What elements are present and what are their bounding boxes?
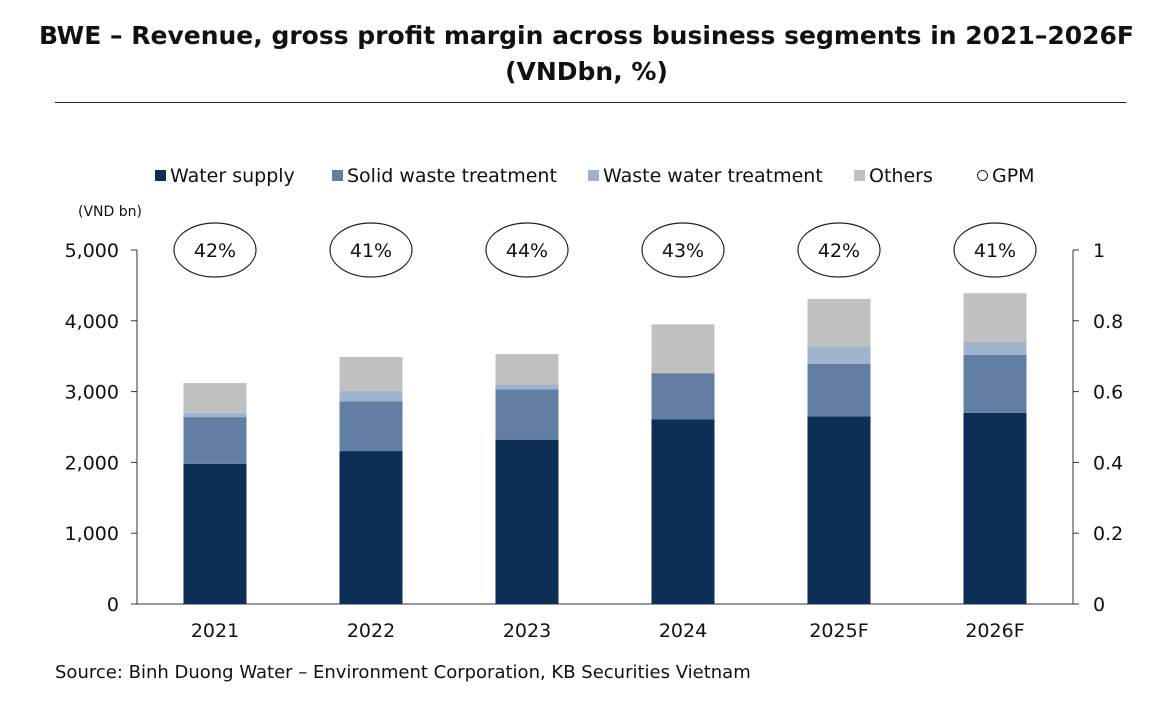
chart-title-line1: BWE – Revenue, gross profit margin acros… [38,21,1135,50]
bar-water-supply [495,439,559,604]
legend-label-others: Others [869,165,933,187]
legend-item-waste-water: Waste water treatment [588,165,823,187]
bar-others [495,354,559,385]
x-tick-label: 2026F [965,620,1024,642]
legend-marker-gpm [977,170,988,181]
gpm-label: 41% [350,240,392,262]
legend-swatch-waste-water [588,170,599,181]
x-tick-label: 2023 [503,620,551,642]
y-tick-label-left: 0 [107,594,119,616]
gpm-marker [329,222,413,278]
bar-waste-water [183,412,247,418]
x-tick-label: 2025F [809,620,868,642]
y-tick-label-right: 0.8 [1093,311,1123,333]
legend-item-others: Others [854,165,933,187]
bar-solid-waste [651,373,715,420]
legend-item-solid-waste: Solid waste treatment [332,165,557,187]
bar-waste-water [339,390,403,402]
bar-waste-water [963,342,1027,355]
bar-others [183,383,247,413]
y-tick-label-right: 0 [1093,594,1105,616]
legend-label-solid-waste: Solid waste treatment [347,165,557,187]
legend-swatch-others [854,170,865,181]
gpm-label: 41% [974,240,1016,262]
x-tick-label: 2021 [191,620,239,642]
legend-item-water-supply: Water supply [155,165,295,187]
bar-water-supply [807,416,871,604]
y-tick-label-right: 0.4 [1093,452,1123,474]
legend-label-gpm: GPM [992,165,1035,187]
legend-swatch-water-supply [155,170,166,181]
y-tick-label-right: 0.6 [1093,382,1123,404]
bar-others [651,324,715,374]
chart-title-line2: (VNDbn, %) [505,57,668,86]
bar-others [963,293,1027,343]
bar-water-supply [963,412,1027,604]
bar-waste-water [807,346,871,364]
y-tick-label-right: 1 [1093,240,1105,262]
bar-others [339,356,403,391]
bar-waste-water [495,384,559,390]
bar-solid-waste [339,401,403,452]
x-tick-label: 2024 [659,620,707,642]
bar-water-supply [651,419,715,604]
chart-title: BWE – Revenue, gross profit margin acros… [0,18,1173,90]
x-tick-label: 2022 [347,620,395,642]
gpm-marker [641,222,725,278]
gpm-label: 44% [506,240,548,262]
bar-others [807,298,871,347]
gpm-label: 42% [818,240,860,262]
bar-solid-waste [963,354,1027,413]
source-note: Source: Binh Duong Water – Environment C… [55,662,751,683]
y-tick-label-left: 1,000 [65,523,119,545]
y-tick-label-left: 4,000 [65,311,119,333]
y-tick-label-left: 2,000 [65,452,119,474]
y-tick-label-right: 0.2 [1093,523,1123,545]
legend-label-water-supply: Water supply [170,165,295,187]
gpm-label: 42% [194,240,236,262]
title-divider [55,102,1126,103]
gpm-marker [173,222,257,278]
y-tick-label-left: 3,000 [65,382,119,404]
gpm-marker [797,222,881,278]
bar-water-supply [183,463,247,604]
gpm-label: 43% [662,240,704,262]
gpm-marker [485,222,569,278]
legend-swatch-solid-waste [332,170,343,181]
bar-solid-waste [495,389,559,440]
gpm-marker [953,222,1037,278]
bar-water-supply [339,451,403,604]
y-tick-label-left: 5,000 [65,240,119,262]
bar-solid-waste [183,417,247,464]
legend-label-waste-water: Waste water treatment [603,165,823,187]
bar-solid-waste [807,363,871,417]
legend-item-gpm: GPM [977,165,1035,187]
y-axis-unit-label: (VND bn) [78,204,142,220]
